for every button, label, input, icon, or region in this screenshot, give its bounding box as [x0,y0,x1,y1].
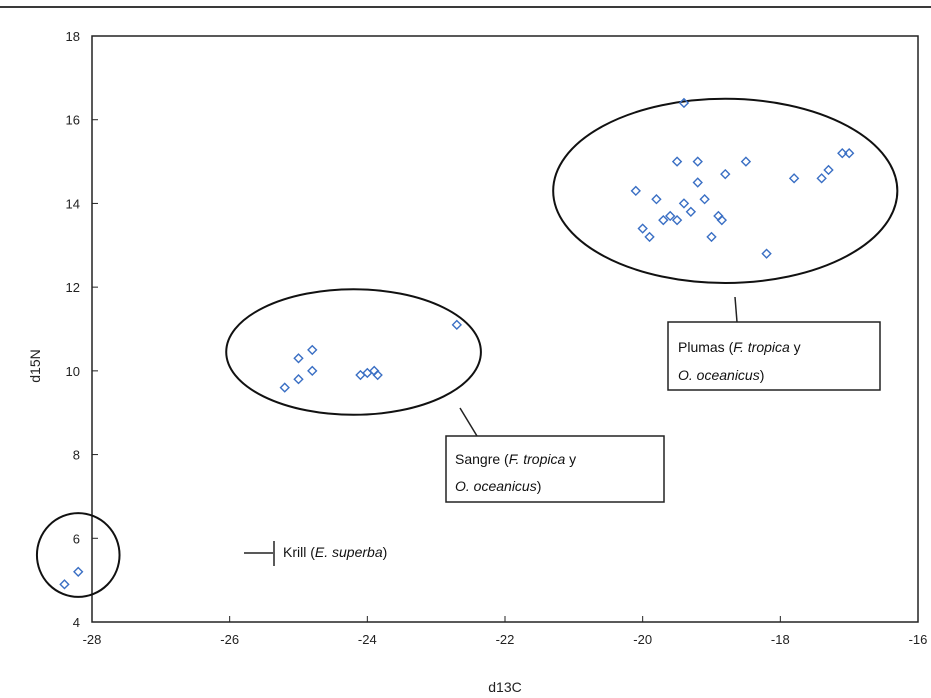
data-point [665,210,676,222]
x-tick-label: -16 [909,632,928,647]
group-ellipse [35,512,121,598]
data-point [59,579,70,590]
y-tick-label: 12 [66,280,80,295]
data-point [307,365,318,377]
x-tick-label: -22 [496,632,515,647]
data-point [823,164,834,176]
x-tick-label: -18 [771,632,790,647]
y-axis-title: d15N [27,349,43,382]
sangre-annotation: Sangre (F. tropica y O. oceanicus) [445,407,665,503]
y-tick-label: 8 [73,448,80,463]
data-point [279,382,290,393]
y-tick-label: 16 [66,113,80,128]
data-point [761,248,772,259]
plumas-connector [734,296,738,323]
plumas-label-line1: Plumas (F. tropica y [678,339,801,355]
data-point [678,198,690,209]
group-ellipse [225,288,482,416]
data-point [678,97,690,109]
data-point [692,156,703,167]
top-rule [0,6,931,8]
data-point [630,185,641,197]
data-point [651,194,662,205]
sangre-label-line1: Sangre (F. tropica y [455,451,576,467]
sangre-connector [459,407,478,437]
data-points [59,97,855,590]
sangre-label-line2: O. oceanicus) [455,478,541,494]
data-point [658,214,669,226]
axis-ticks: -28 -26 -24 -22 -20 -18 -16 4 6 8 10 12 14 16 18 [66,29,928,647]
data-point [788,173,800,184]
plumas-annotation: Plumas (F. tropica y O. oceanicus) [667,296,881,391]
data-point [720,168,731,180]
data-point [73,566,84,577]
data-point [671,214,683,226]
data-point [307,344,318,356]
plumas-label-box [667,321,881,391]
data-point [692,177,703,188]
sangre-label-box [445,435,665,503]
data-point [685,206,697,217]
data-point [716,214,728,226]
y-tick-label: 14 [66,196,80,211]
y-tick-label: 18 [66,29,80,44]
data-point [671,156,683,167]
plumas-label-line2: O. oceanicus) [678,367,764,383]
data-point [644,231,655,243]
data-point [637,223,648,234]
x-tick-label: -20 [633,632,652,647]
data-point [372,369,383,381]
data-point [451,319,463,331]
data-point [293,353,304,364]
group-ellipse [552,97,899,284]
krill-annotation: Krill (E. superba) [244,541,387,566]
y-tick-label: 10 [66,364,80,379]
y-tick-label: 4 [73,615,80,630]
data-point [293,374,304,385]
data-point [816,173,827,184]
x-axis-title: d13C [488,679,521,695]
data-point [699,194,710,205]
data-point [740,156,752,167]
data-point [706,231,717,243]
data-point [837,148,848,159]
y-tick-label: 6 [73,531,80,546]
group-ellipses [35,97,899,598]
data-point [843,148,855,159]
x-tick-label: -28 [83,632,102,647]
x-tick-label: -26 [220,632,239,647]
krill-label: Krill (E. superba) [283,544,387,560]
x-tick-label: -24 [358,632,377,647]
